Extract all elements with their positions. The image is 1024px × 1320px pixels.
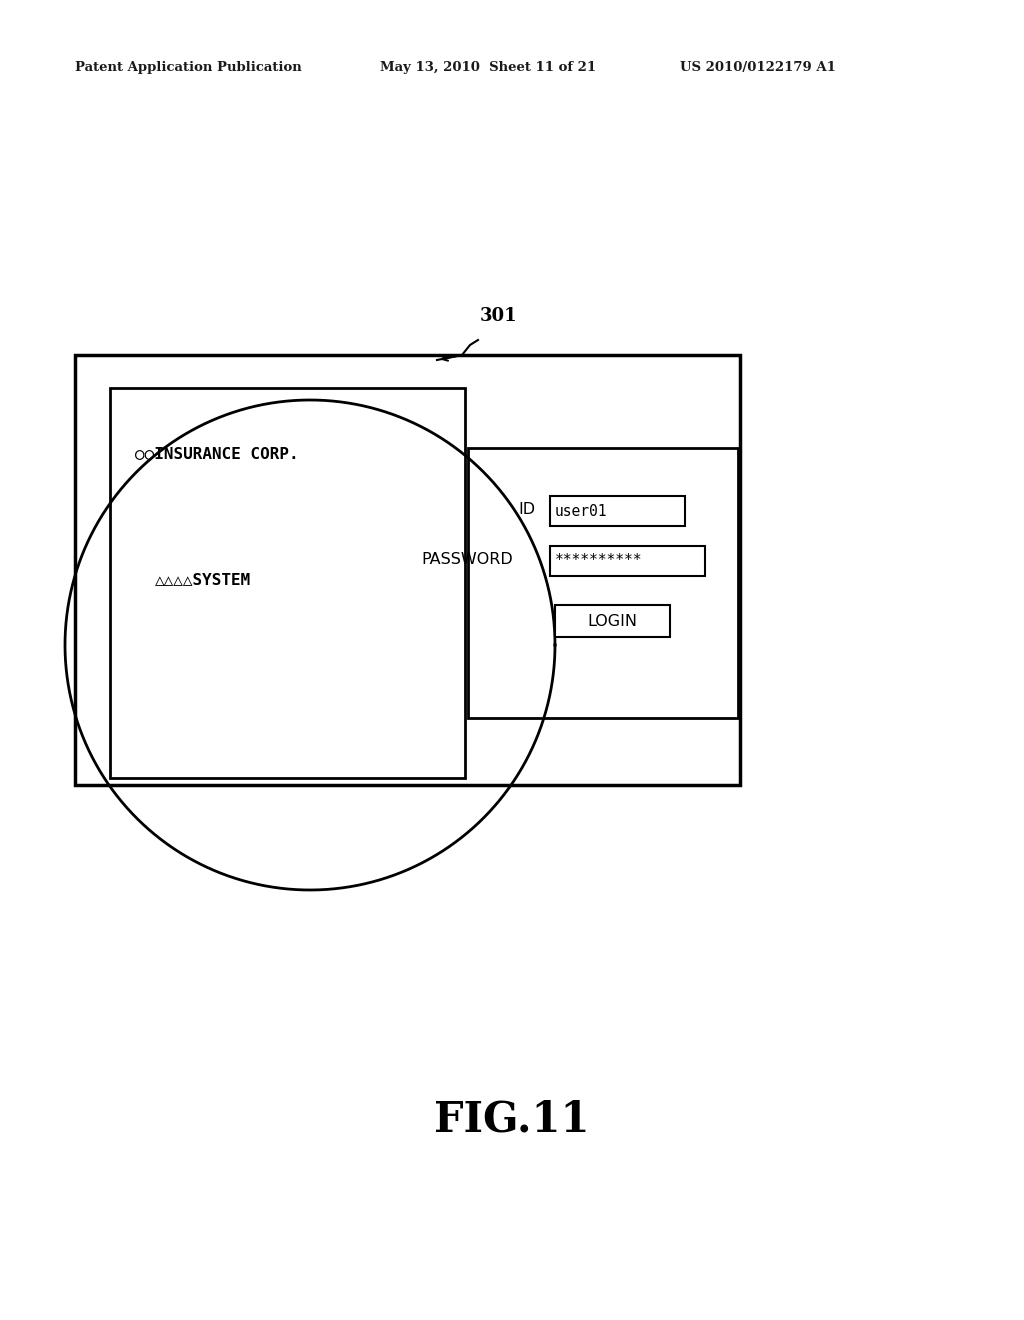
Bar: [550, 546, 705, 576]
Bar: [468, 447, 738, 718]
Text: 301: 301: [480, 308, 517, 325]
Bar: [110, 388, 465, 777]
Text: **********: **********: [555, 553, 642, 569]
Text: PASSWORD: PASSWORD: [421, 553, 513, 568]
Text: Patent Application Publication: Patent Application Publication: [75, 62, 302, 74]
Bar: [75, 355, 740, 785]
Text: ID: ID: [518, 503, 535, 517]
Text: May 13, 2010  Sheet 11 of 21: May 13, 2010 Sheet 11 of 21: [380, 62, 596, 74]
Bar: [550, 496, 685, 525]
Text: ○○INSURANCE CORP.: ○○INSURANCE CORP.: [135, 447, 299, 462]
Text: FIG.11: FIG.11: [434, 1100, 590, 1140]
Text: LOGIN: LOGIN: [587, 614, 637, 628]
Bar: [555, 605, 670, 638]
Text: △△△△SYSTEM: △△△△SYSTEM: [155, 573, 251, 587]
Text: user01: user01: [555, 503, 607, 519]
Text: US 2010/0122179 A1: US 2010/0122179 A1: [680, 62, 836, 74]
